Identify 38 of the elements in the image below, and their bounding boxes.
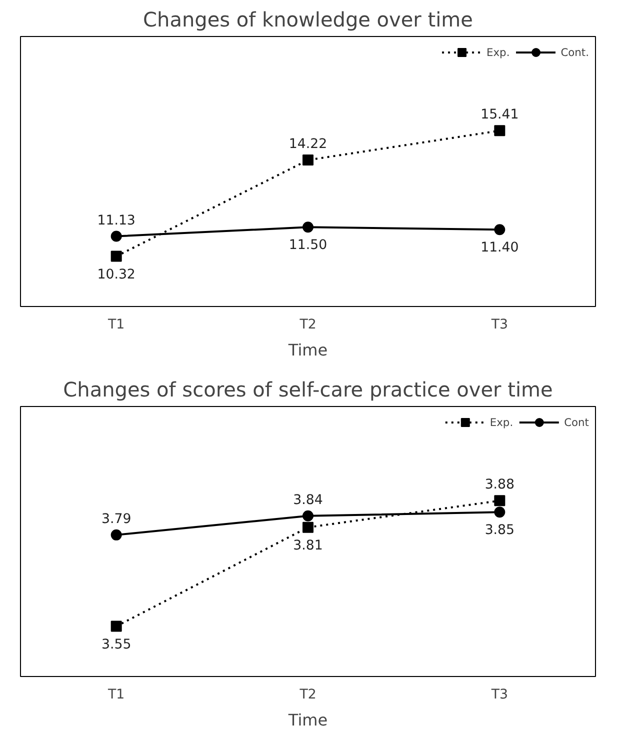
x-tick-label: T1: [107, 318, 125, 332]
x-tick-label: T3: [490, 318, 508, 332]
chart-title: Changes of scores of self-care practice over time: [63, 378, 553, 402]
data-label: 3.85: [484, 523, 515, 538]
chart-title: Changes of knowledge over time: [143, 8, 473, 32]
x-axis-title: Time: [287, 710, 328, 730]
legend-label: Cont.: [560, 46, 589, 58]
x-tick-label: T2: [298, 318, 316, 332]
x-tick-label: T3: [490, 688, 508, 702]
x-axis-title: Time: [287, 340, 328, 360]
legend-label: Exp.: [486, 46, 510, 58]
point: [110, 230, 122, 242]
data-label: 11.40: [480, 240, 519, 256]
data-label: 10.32: [97, 267, 136, 282]
point: [302, 222, 314, 233]
point: [302, 522, 314, 533]
data-label: 3.55: [101, 637, 132, 652]
point: [494, 506, 506, 518]
point: [302, 510, 314, 522]
data-label: 3.84: [293, 492, 323, 508]
data-label: 3.81: [293, 538, 323, 554]
point: [494, 125, 506, 136]
point: [110, 529, 122, 540]
data-label: 3.88: [484, 478, 515, 493]
x-tick-label: T1: [107, 688, 125, 702]
legend-label: Exp.: [490, 416, 514, 428]
point: [494, 224, 506, 236]
point: [110, 250, 122, 262]
data-label: 14.22: [288, 137, 328, 152]
data-label: 11.13: [97, 213, 136, 228]
legend-label: Cont: [564, 416, 589, 428]
point: [110, 620, 122, 632]
point: [494, 495, 506, 506]
x-tick-label: T2: [298, 688, 316, 702]
point: [302, 154, 314, 166]
data-label: 15.41: [480, 108, 519, 123]
data-label: 3.79: [101, 512, 132, 527]
data-label: 11.50: [288, 238, 328, 254]
